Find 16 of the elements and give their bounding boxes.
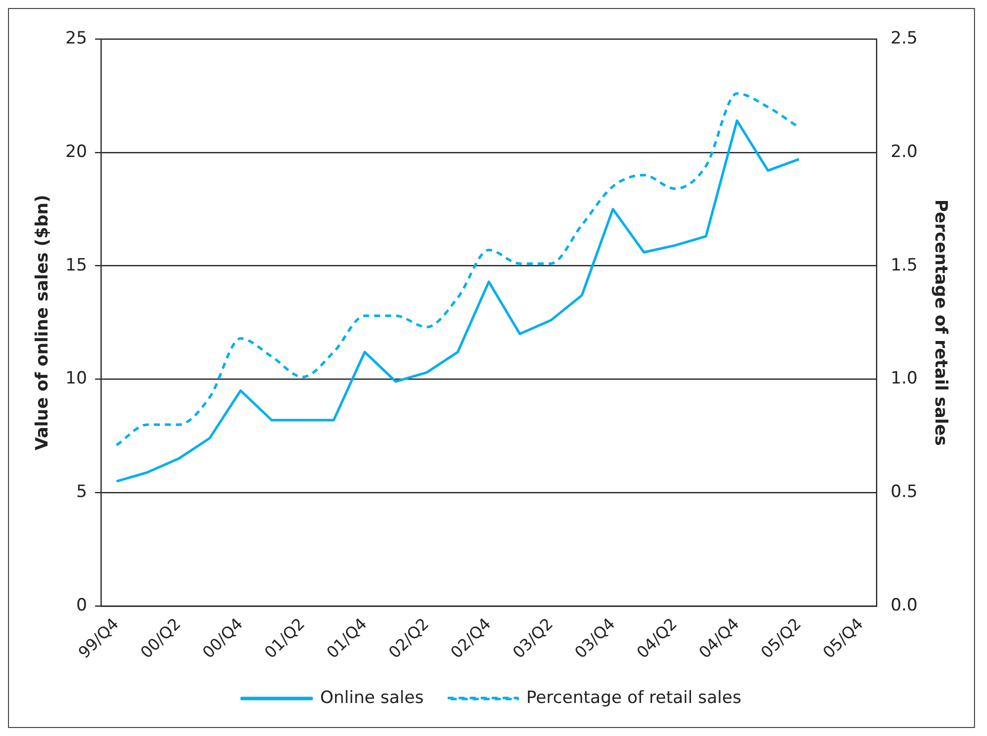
- y2-tick-label: 2.5: [890, 28, 918, 48]
- y2-axis-title: Percentage of retail sales: [930, 199, 950, 446]
- y-tick-label: 5: [76, 482, 88, 502]
- y2-tick-label: 1.5: [890, 255, 918, 276]
- y2-tick-label: 0.0: [890, 596, 918, 616]
- y2-tick-label: 1.0: [890, 368, 918, 389]
- y-tick-label: 0: [76, 596, 88, 616]
- y-axis-title: Value of online sales ($bn): [32, 194, 53, 450]
- y-tick-label: 15: [65, 255, 88, 276]
- y2-tick-label: 0.5: [890, 482, 918, 502]
- legend-label: Percentage of retail sales: [526, 688, 742, 708]
- y-tick-label: 25: [65, 28, 88, 48]
- y2-tick-label: 2.0: [890, 142, 918, 162]
- y-tick-label: 10: [65, 368, 88, 389]
- legend-label: Online sales: [320, 688, 424, 708]
- y-tick-label: 20: [65, 142, 88, 162]
